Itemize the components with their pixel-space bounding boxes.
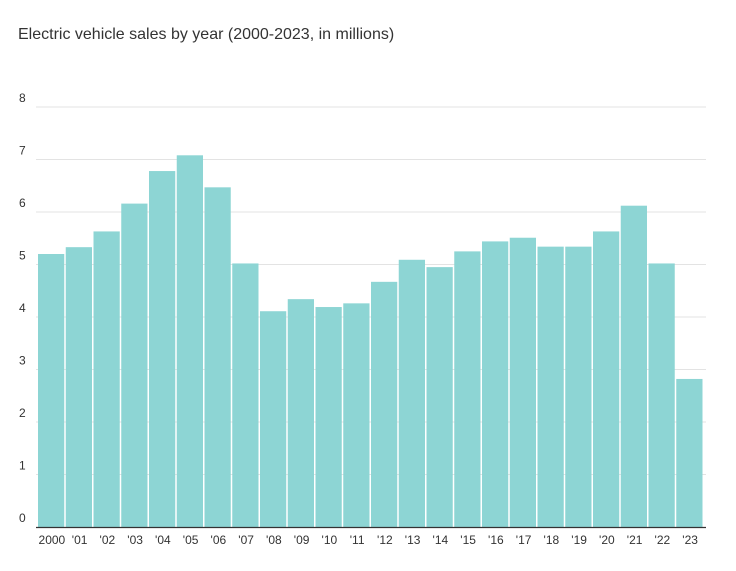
x-tick-label: '03 xyxy=(127,533,143,547)
x-tick-label: '06 xyxy=(211,533,227,547)
bar-03 xyxy=(121,203,148,527)
bar-05 xyxy=(176,155,203,528)
x-tick-label: '10 xyxy=(322,533,338,547)
bar-04 xyxy=(149,171,176,528)
bar-13 xyxy=(398,259,425,527)
x-tick-label: '02 xyxy=(100,533,116,547)
y-tick-label: 4 xyxy=(19,301,26,315)
x-tick-label: 2000 xyxy=(39,533,66,547)
y-tick-label: 2 xyxy=(19,406,26,420)
x-tick-label: '12 xyxy=(377,533,393,547)
bar-17 xyxy=(509,237,536,527)
x-tick-label: '23 xyxy=(682,533,698,547)
x-tick-label: '08 xyxy=(266,533,282,547)
x-tick-label: '22 xyxy=(655,533,671,547)
x-tick-label: '19 xyxy=(571,533,587,547)
x-tick-label: '16 xyxy=(488,533,504,547)
x-axis-tick-labels: 2000 '01 '02 '03 '04 '05 '06 '07 '08 '09 '10 '11 '12… xyxy=(39,533,699,547)
x-tick-label: '01 xyxy=(72,533,88,547)
bar-08 xyxy=(260,311,287,527)
x-tick-label: '13 xyxy=(405,533,421,547)
x-tick-label: '05 xyxy=(183,533,199,547)
chart-title: Electric vehicle sales by year (2000-202… xyxy=(18,26,395,43)
y-tick-label: 7 xyxy=(19,144,26,158)
bars xyxy=(38,155,703,528)
bar-12 xyxy=(371,281,398,527)
bar-11 xyxy=(343,303,370,527)
x-tick-label: '04 xyxy=(155,533,171,547)
y-tick-label: 3 xyxy=(19,354,26,368)
y-tick-label: 5 xyxy=(19,249,26,263)
bar-09 xyxy=(287,299,314,527)
bar-02 xyxy=(93,231,120,528)
x-tick-label: '15 xyxy=(460,533,476,547)
bar-22 xyxy=(648,263,675,527)
y-tick-label: 6 xyxy=(19,196,26,210)
bar-18 xyxy=(537,246,564,527)
bar-10 xyxy=(315,307,342,527)
y-axis-tick-labels: 0 1 2 3 4 5 6 7 8 xyxy=(19,91,26,525)
x-tick-label: '18 xyxy=(544,533,560,547)
x-tick-label: '07 xyxy=(238,533,254,547)
y-tick-label: 0 xyxy=(19,511,26,525)
y-tick-label: 1 xyxy=(19,459,26,473)
bar-19 xyxy=(565,246,592,527)
y-tick-label: 8 xyxy=(19,91,26,105)
bar-16 xyxy=(482,241,509,527)
x-tick-label: '11 xyxy=(350,533,365,547)
bar-21 xyxy=(620,205,647,527)
bar-15 xyxy=(454,251,481,527)
bar-07 xyxy=(232,263,259,527)
bar-2000 xyxy=(38,254,65,527)
x-tick-label: '09 xyxy=(294,533,310,547)
bar-14 xyxy=(426,267,453,527)
bar-06 xyxy=(204,187,231,527)
x-tick-label: '17 xyxy=(516,533,532,547)
bar-23 xyxy=(676,378,703,527)
x-tick-label: '21 xyxy=(627,533,643,547)
x-tick-label: '14 xyxy=(433,533,449,547)
bar-01 xyxy=(65,247,92,528)
x-tick-label: '20 xyxy=(599,533,615,547)
bar-20 xyxy=(593,231,620,528)
